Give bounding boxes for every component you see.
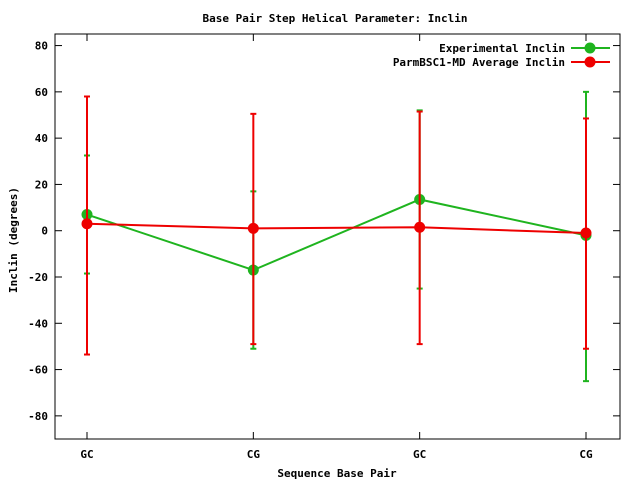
data-point [247,222,259,234]
y-tick-label: 80 [35,40,48,53]
y-tick-label: 0 [41,225,48,238]
series-1 [81,90,592,383]
series-line [86,198,587,272]
legend-marker [584,42,596,54]
y-axis-label: Inclin (degrees) [7,187,20,293]
legend-label: ParmBSC1-MD Average Inclin [393,56,565,69]
y-tick-label: -60 [28,364,48,377]
y-axis: 80 60 40 20 0 -20 -40 -60 -80 [28,40,620,423]
x-axis: GC CG GC CG [80,34,593,461]
plot-frame [54,33,621,440]
data-point [580,227,592,239]
y-tick-label: -80 [28,410,48,423]
y-tick-label: -20 [28,271,48,284]
y-tick-label: -40 [28,317,48,330]
x-tick-label: CG [579,448,593,461]
data-point [81,218,93,230]
series-line [86,222,587,235]
legend-label: Experimental Inclin [439,42,565,55]
legend-marker [584,56,596,68]
x-tick-label: GC [413,448,426,461]
x-tick-label: GC [80,448,93,461]
x-tick-label: CG [247,448,261,461]
y-tick-label: 40 [35,132,48,145]
y-tick-label: 20 [35,178,48,191]
y-tick-label: 60 [35,86,48,99]
data-point [414,221,426,233]
series-2 [81,95,592,356]
chart-title: Base Pair Step Helical Parameter: Inclin [203,12,468,25]
x-axis-label: Sequence Base Pair [277,467,397,480]
series-layer [81,90,592,383]
